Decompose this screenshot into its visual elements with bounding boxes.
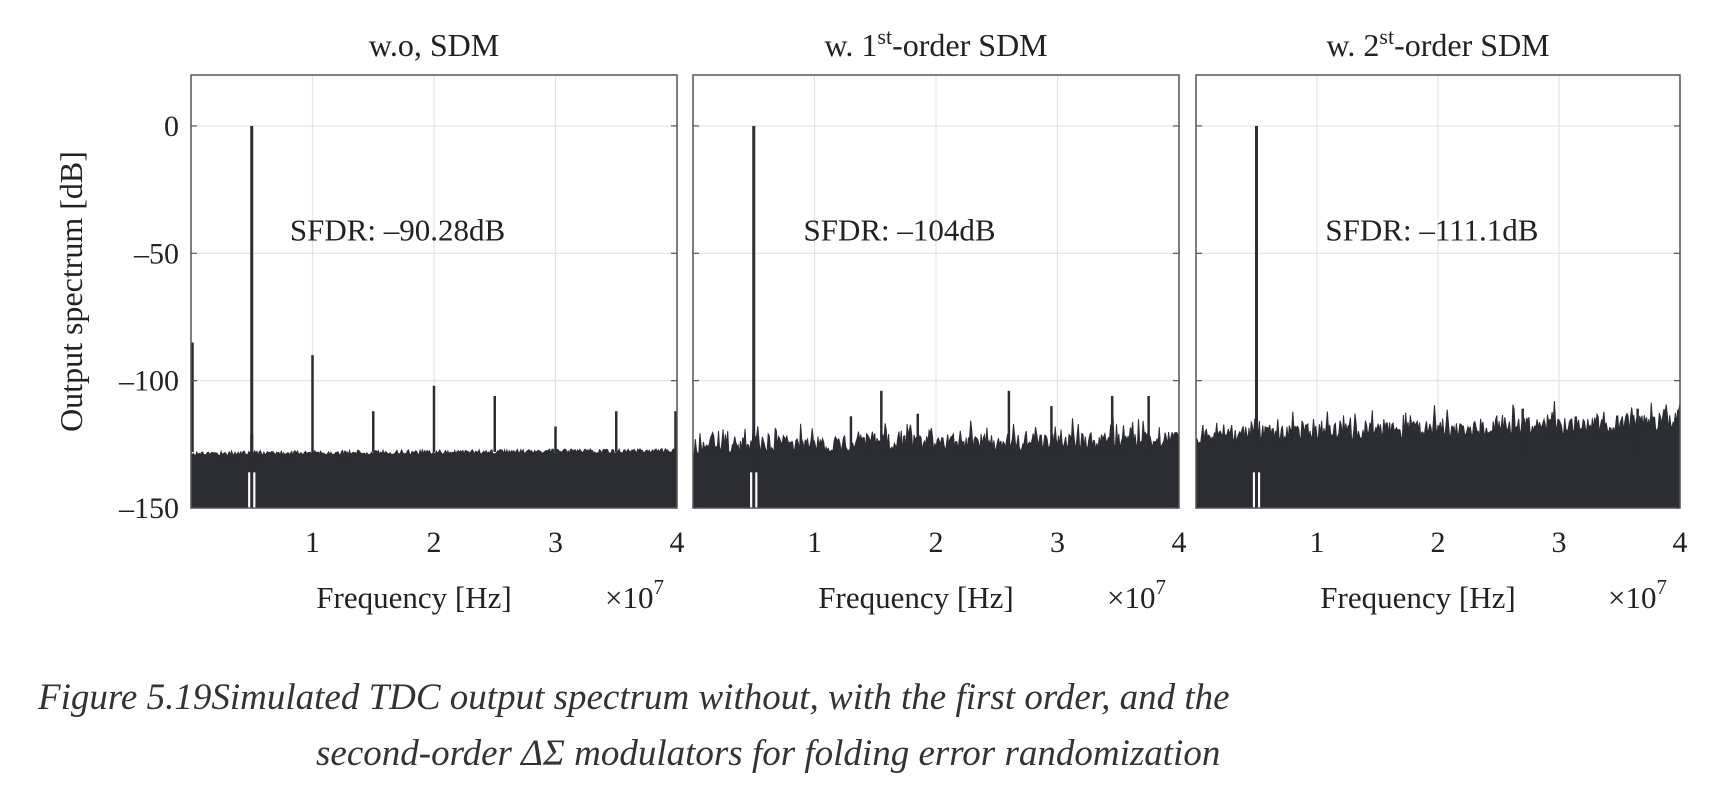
noise-spectrum: [190, 447, 678, 509]
sfdr-annotation: SFDR: –104dB: [804, 213, 996, 248]
plot-frame: [1195, 74, 1681, 509]
x-axis-label: Frequency [Hz]: [316, 580, 511, 615]
multiplier-base: ×10: [1608, 580, 1656, 615]
x-tick-label: 1: [305, 526, 320, 559]
noise-spectrum: [692, 415, 1180, 509]
y-tick-label: –50: [133, 237, 179, 270]
caption-text-1: Simulated TDC output spectrum without, w…: [211, 677, 1230, 718]
multiplier-exponent: 7: [653, 575, 664, 599]
subplot-2: 1 2 3 4 w. 1st-order SDM SFDR: –104dB Frequenc…: [692, 24, 1187, 615]
y-axis-label: Output spectrum [dB]: [53, 151, 89, 432]
x-tick-label: 1: [807, 526, 822, 559]
x-axis-multiplier: ×107: [605, 575, 664, 615]
title-text: w.o, SDM: [369, 27, 499, 63]
x-tick-label: 3: [1552, 526, 1567, 559]
title-text: w. 1: [824, 27, 877, 63]
x-tick-label: 1: [1310, 526, 1325, 559]
noise-spectrum: [1195, 401, 1681, 509]
subplot-title: w.o, SDM: [369, 27, 499, 63]
x-tick-label: 4: [1673, 526, 1688, 559]
y-tick-label: –150: [118, 492, 179, 525]
multiplier-base: ×10: [1107, 580, 1155, 615]
x-axis-label: Frequency [Hz]: [1320, 580, 1515, 615]
x-tick-label: 4: [670, 526, 685, 559]
title-text: w. 2: [1326, 27, 1379, 63]
x-axis-label: Frequency [Hz]: [818, 580, 1013, 615]
x-axis-multiplier: ×107: [1107, 575, 1166, 615]
subplot-title: w. 1st-order SDM: [824, 24, 1047, 63]
figure-caption-line-1: Figure 5.19Simulated TDC output spectrum…: [38, 676, 1230, 720]
sfdr-annotation: SFDR: –111.1dB: [1325, 213, 1538, 248]
subplot-title: w. 2st-order SDM: [1326, 24, 1549, 63]
x-tick-label: 3: [1050, 526, 1065, 559]
x-tick-label: 2: [1431, 526, 1446, 559]
title-text-suffix: -order SDM: [892, 27, 1048, 63]
multiplier-exponent: 7: [1155, 575, 1166, 599]
figure-caption-line-2: second-order ΔΣ modulators for folding e…: [316, 732, 1220, 776]
title-superscript: st: [1379, 24, 1394, 49]
x-tick-label: 2: [929, 526, 944, 559]
multiplier-exponent: 7: [1656, 575, 1667, 599]
subplot-1: 1 2 3 4 0 –50 –100 –150 w.o, SDM SFDR: –90.28dB Fr…: [53, 27, 685, 615]
caption-text-2: second-order ΔΣ modulators for folding e…: [316, 733, 1221, 774]
multiplier-base: ×10: [605, 580, 653, 615]
y-tick-label: 0: [164, 110, 179, 143]
figure-label: Figure 5.19: [38, 677, 212, 718]
plot-frame: [190, 74, 678, 509]
x-axis-multiplier: ×107: [1608, 575, 1667, 615]
sfdr-annotation: SFDR: –90.28dB: [290, 213, 505, 248]
x-tick-label: 4: [1172, 526, 1187, 559]
plot-frame: [692, 74, 1180, 509]
x-tick-label: 2: [427, 526, 442, 559]
y-tick-label: –100: [118, 365, 179, 398]
title-superscript: st: [877, 24, 892, 49]
spectrum-figure: 1 2 3 4 0 –50 –100 –150 w.o, SDM SFDR: –90.28dB Fr…: [53, 24, 1688, 615]
subplot-3: 1 2 3 4 w. 2st-order SDM SFDR: –111.1dB Freque…: [1195, 24, 1688, 615]
title-text-suffix: -order SDM: [1394, 27, 1550, 63]
x-tick-label: 3: [548, 526, 563, 559]
